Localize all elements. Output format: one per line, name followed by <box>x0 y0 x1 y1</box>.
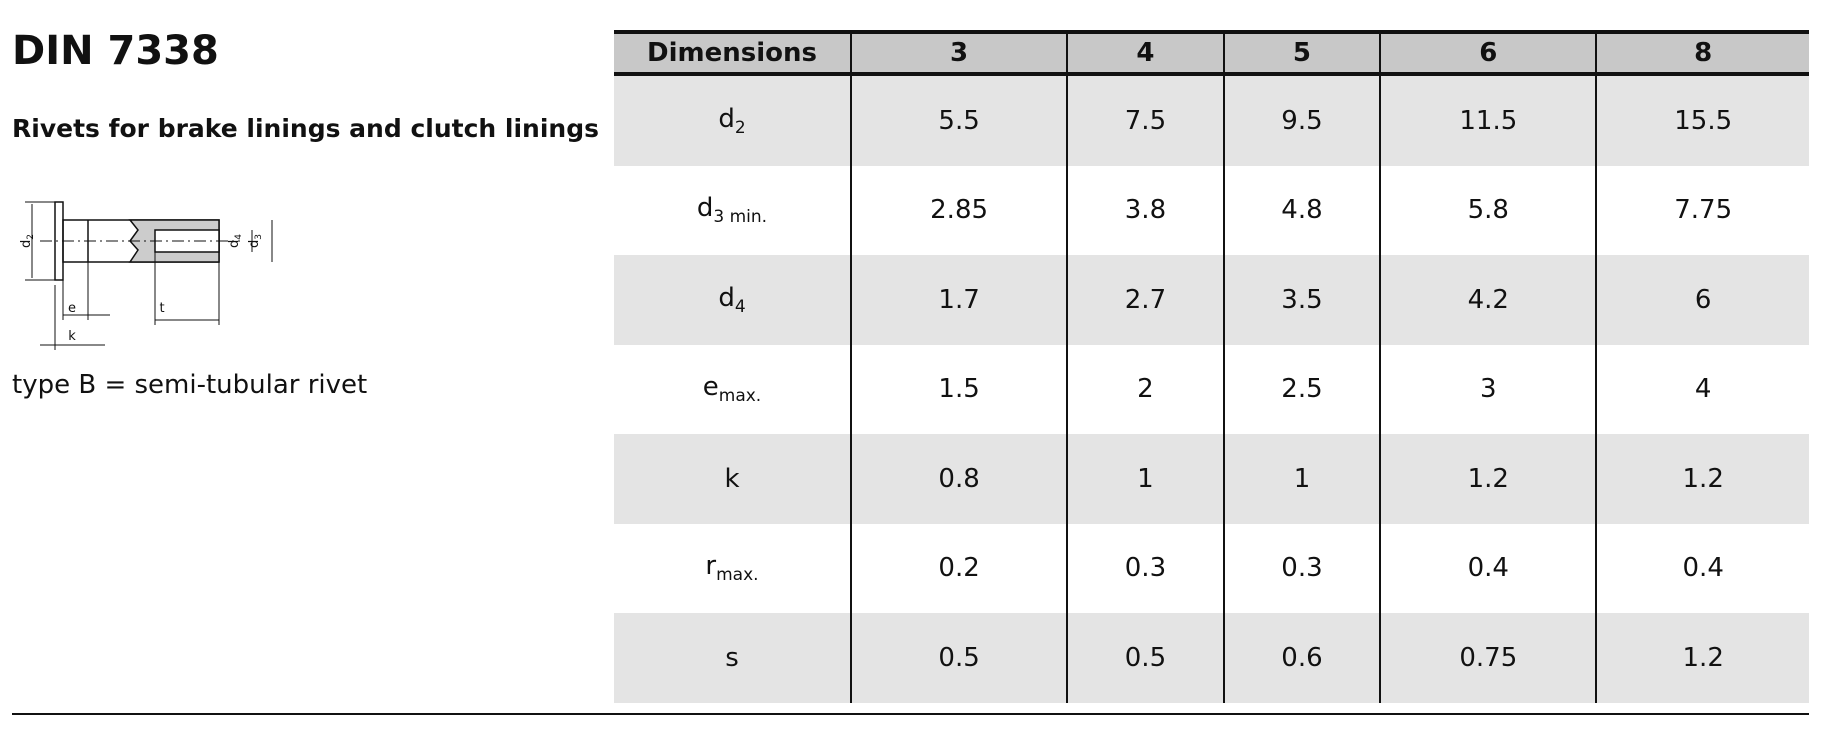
cell-value: 0.75 <box>1379 613 1597 703</box>
cell-value: 7.5 <box>1066 74 1224 166</box>
table-row: rmax. 0.2 0.3 0.3 0.4 0.4 <box>614 523 1809 614</box>
label-main: d <box>227 240 242 248</box>
cell-value: 1.7 <box>849 255 1068 345</box>
table-row: k 0.8 1 1 1.2 1.2 <box>614 434 1809 524</box>
label-main: k <box>724 463 740 494</box>
cell-value: 4.8 <box>1222 165 1381 255</box>
label-main: k <box>68 329 76 344</box>
cell-value: 1.5 <box>849 344 1068 434</box>
cell-value: 0.4 <box>1595 523 1809 613</box>
header-row: Dimensions 3 4 5 6 8 <box>614 30 1809 76</box>
cell-value: 1.2 <box>1379 434 1597 524</box>
dimension-label: d3 <box>247 234 264 248</box>
cell-value: 1 <box>1222 434 1381 524</box>
title: DIN 7338 <box>12 28 219 74</box>
table-body: d2 5.5 7.5 9.5 11.5 15.5 d3 min. 2.85 3.8 4.8 5.8 7… <box>614 74 1809 703</box>
cell-value: 9.5 <box>1222 74 1381 166</box>
label-main: e <box>702 372 719 403</box>
cell-value: 2.5 <box>1222 344 1381 434</box>
cell-value: 0.4 <box>1379 523 1597 613</box>
cell-value: 2.85 <box>849 165 1068 255</box>
column-header: 4 <box>1066 30 1224 76</box>
cell-value: 7.75 <box>1595 165 1809 255</box>
cell-value: 0.8 <box>849 434 1068 524</box>
row-label: rmax. <box>614 524 851 614</box>
bottom-rule <box>12 713 1809 715</box>
table-row: d3 min. 2.85 3.8 4.8 5.8 7.75 <box>614 165 1809 256</box>
cell-value: 0.3 <box>1066 523 1224 613</box>
label-sub: 3 min. <box>713 207 768 228</box>
label-sub: 3 <box>254 234 264 240</box>
cell-value: 1.2 <box>1595 434 1809 524</box>
column-header: 5 <box>1222 30 1381 76</box>
table-row: d2 5.5 7.5 9.5 11.5 15.5 <box>614 74 1809 166</box>
caption: type B = semi-tubular rivet <box>12 370 368 400</box>
label-main: d <box>718 282 735 313</box>
label-main: d <box>19 240 34 248</box>
label-main: r <box>705 551 717 582</box>
cell-value: 0.6 <box>1222 613 1381 703</box>
table-row: emax. 1.5 2 2.5 3 4 <box>614 344 1809 435</box>
dimension-label: t <box>159 301 164 316</box>
cell-value: 0.2 <box>849 523 1068 613</box>
label-sub: max. <box>716 565 759 586</box>
cell-value: 4.2 <box>1379 255 1597 345</box>
dimension-label: e <box>68 301 76 316</box>
dimension-label: k <box>68 329 76 344</box>
cell-value: 5.5 <box>849 74 1068 166</box>
cell-value: 3 <box>1379 344 1597 434</box>
label-main: d <box>718 103 735 134</box>
row-label: emax. <box>614 345 851 435</box>
label-main: t <box>159 301 164 316</box>
cell-value: 3.5 <box>1222 255 1381 345</box>
cell-value: 11.5 <box>1379 74 1597 166</box>
row-label: d3 min. <box>614 166 851 256</box>
column-header: 8 <box>1595 30 1809 76</box>
cell-value: 0.5 <box>1066 613 1224 703</box>
cell-value: 1.2 <box>1595 613 1809 703</box>
table-row: s 0.5 0.5 0.6 0.75 1.2 <box>614 613 1809 703</box>
row-label: d2 <box>614 74 851 166</box>
column-header: 6 <box>1379 30 1597 76</box>
cell-value: 2.7 <box>1066 255 1224 345</box>
row-label: k <box>614 434 851 524</box>
cell-value: 3.8 <box>1066 165 1224 255</box>
dimension-label: d2 <box>19 234 36 248</box>
dimensions-table: Dimensions 3 4 5 6 8 d2 5.5 7.5 9.5 11.5 15.5 d3 mi… <box>614 30 1809 703</box>
cell-value: 0.5 <box>849 613 1068 703</box>
row-label: d4 <box>614 255 851 345</box>
cell-value: 6 <box>1595 255 1809 345</box>
cell-value: 2 <box>1066 344 1224 434</box>
cell-value: 0.3 <box>1222 523 1381 613</box>
label-sub: 4 <box>734 296 746 317</box>
column-header: Dimensions <box>614 30 851 76</box>
label-main: e <box>68 301 76 316</box>
cell-value: 4 <box>1595 344 1809 434</box>
label-main: s <box>725 642 739 673</box>
label-main: d <box>247 240 262 248</box>
table-row: d4 1.7 2.7 3.5 4.2 6 <box>614 255 1809 345</box>
label-sub: 2 <box>26 234 36 240</box>
label-sub: max. <box>718 386 762 407</box>
cell-value: 5.8 <box>1379 165 1597 255</box>
label-main: d <box>696 193 714 224</box>
cell-value: 15.5 <box>1595 74 1809 166</box>
row-label: s <box>614 613 851 703</box>
label-sub: 4 <box>234 234 244 240</box>
cell-value: 1 <box>1066 434 1224 524</box>
subtitle: Rivets for brake linings and clutch lini… <box>12 114 599 143</box>
column-header: 3 <box>849 30 1068 76</box>
dimension-label: d4 <box>227 234 244 248</box>
label-sub: 2 <box>734 117 746 138</box>
